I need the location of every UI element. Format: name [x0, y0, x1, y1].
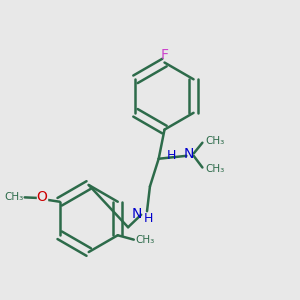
Text: F: F — [160, 48, 169, 62]
Text: CH₃: CH₃ — [205, 164, 225, 174]
Text: O: O — [36, 190, 47, 204]
Text: H: H — [144, 212, 153, 225]
Text: N: N — [184, 147, 194, 161]
Text: CH₃: CH₃ — [135, 235, 154, 244]
Bar — [37, 193, 47, 202]
Text: H: H — [167, 149, 176, 162]
Text: CH₃: CH₃ — [205, 136, 225, 146]
Text: N: N — [132, 207, 142, 220]
Text: CH₃: CH₃ — [4, 192, 23, 202]
